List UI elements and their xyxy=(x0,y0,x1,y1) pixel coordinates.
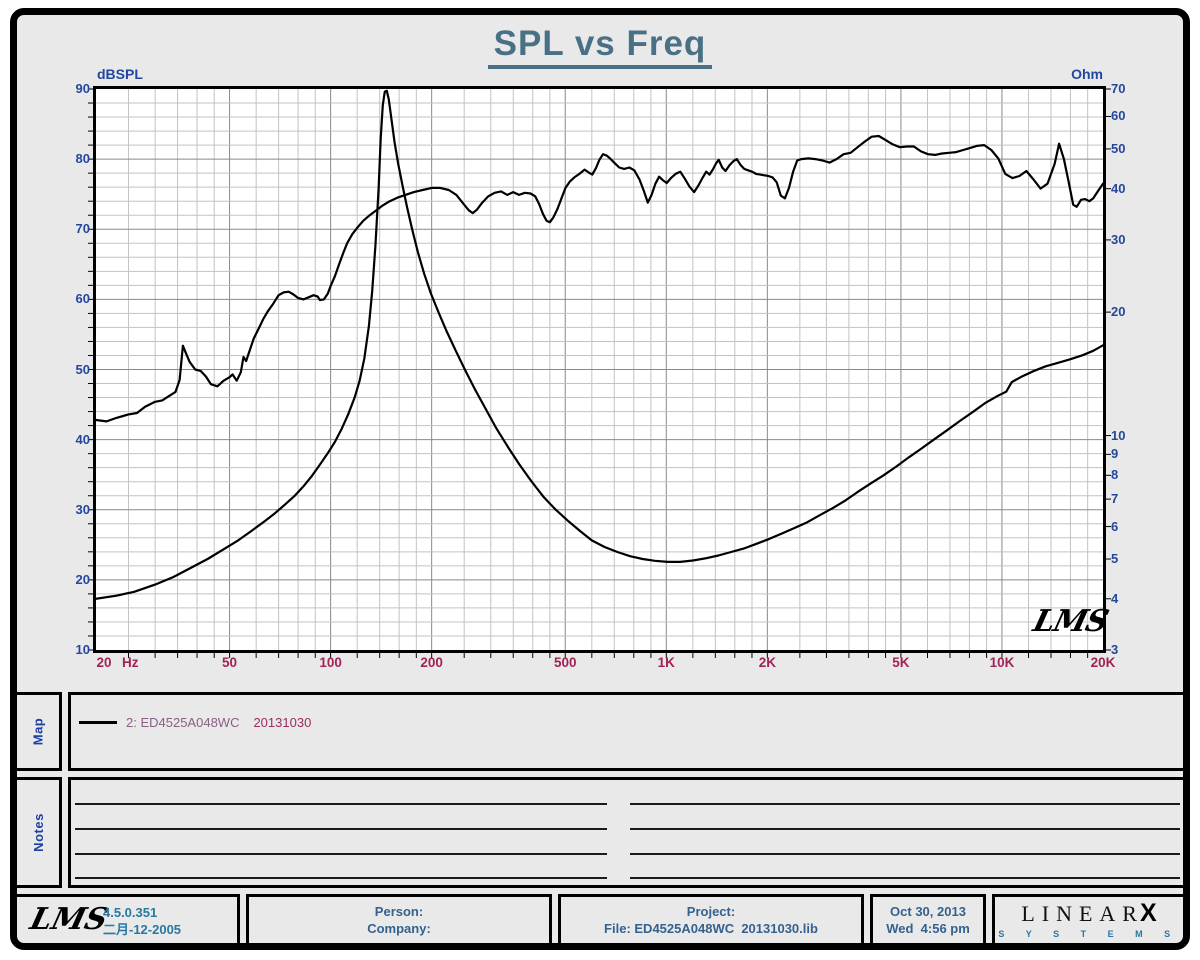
footer-date-box: Oct 30, 2013 Wed 4:56 pm xyxy=(870,894,986,946)
x-tick-20K: 20K xyxy=(1090,655,1116,670)
y-right-tick-8: 8 xyxy=(1111,467,1119,483)
y-left-tick-80: 80 xyxy=(75,151,90,167)
y-right-axis-label: Ohm xyxy=(1071,66,1103,82)
x-tick-100: 100 xyxy=(319,655,342,670)
footer-version-box: LMS 4.5.0.351 二月-12-2005 xyxy=(14,894,240,946)
version-date: 二月-12-2005 xyxy=(103,922,182,937)
report-time: Wed 4:56 pm xyxy=(886,921,970,936)
y-left-tick-70: 70 xyxy=(75,221,90,237)
footer-person-box: Person: Company: xyxy=(246,894,552,946)
map-label: Map xyxy=(30,717,46,746)
y-left-axis-label: dBSPL xyxy=(97,66,143,82)
notes-section xyxy=(68,777,1186,888)
person-label: Person: xyxy=(374,904,424,919)
legend-curve-date: 20131030 xyxy=(253,715,312,730)
x-axis-tick-marks xyxy=(128,653,1089,658)
legend-line-sample xyxy=(79,721,117,724)
y-right-tick-50: 50 xyxy=(1111,140,1126,156)
curve-spl xyxy=(96,134,1103,423)
notes-rule xyxy=(75,803,607,805)
footer-brand-box: LINEARX S Y S T E M S xyxy=(992,894,1186,946)
y-right-tick-6: 6 xyxy=(1111,518,1119,534)
x-axis-unit-label: Hz xyxy=(122,655,139,670)
lms-watermark: LMS xyxy=(1029,604,1112,639)
notes-rule xyxy=(630,803,1180,805)
map-section: 2: ED4525A048WC 20131030 xyxy=(68,692,1186,771)
y-right-tick-70: 70 xyxy=(1111,81,1126,96)
y-right-tick-3: 3 xyxy=(1111,642,1119,657)
version-block: 4.5.0.351 二月-12-2005 xyxy=(103,904,181,938)
page-title-row: SPL vs Freq xyxy=(0,24,1200,69)
y-left-tick-marks xyxy=(88,88,93,651)
file-name: File: ED4525A048WC 20131030.lib xyxy=(604,921,818,936)
y-right-tick-marks xyxy=(1106,88,1111,651)
notes-label: Notes xyxy=(30,813,46,852)
y-right-tick-9: 9 xyxy=(1111,446,1119,462)
x-tick-500: 500 xyxy=(553,655,577,670)
notes-rule xyxy=(630,877,1180,879)
y-right-tick-30: 30 xyxy=(1111,231,1126,247)
project-label: Project: xyxy=(686,904,736,919)
map-label-box: Map xyxy=(14,692,62,771)
y-left-tick-20: 20 xyxy=(75,571,90,587)
linearx-logo: LINEARX xyxy=(1021,899,1157,927)
y-right-tick-4: 4 xyxy=(1111,590,1119,606)
footer-project-box: Project: File: ED4525A048WC 20131030.lib xyxy=(558,894,864,946)
chart-plot xyxy=(96,89,1103,650)
x-tick-50: 50 xyxy=(222,655,238,670)
x-tick-1K: 1K xyxy=(657,655,675,670)
y-right-tick-10: 10 xyxy=(1111,427,1126,443)
y-right-tick-20: 20 xyxy=(1111,304,1126,320)
company-label: Company: xyxy=(367,921,431,936)
report-date: Oct 30, 2013 xyxy=(890,904,966,919)
x-tick-20: 20 xyxy=(96,655,112,670)
y-right-tick-60: 60 xyxy=(1111,108,1126,124)
legend-curve-id: 2: ED4525A048WC xyxy=(126,715,240,730)
y-right-tick-7: 7 xyxy=(1111,491,1119,507)
notes-rule xyxy=(75,877,607,879)
notes-rule xyxy=(75,853,607,855)
y-left-tick-40: 40 xyxy=(75,431,90,447)
x-tick-2K: 2K xyxy=(758,655,776,670)
x-tick-10K: 10K xyxy=(989,655,1015,670)
notes-rule xyxy=(75,828,607,830)
x-tick-200: 200 xyxy=(420,655,443,670)
notes-rule xyxy=(630,828,1180,830)
curve-impedance xyxy=(96,89,1103,600)
legend-row: 2: ED4525A048WC 20131030 xyxy=(79,715,311,730)
x-tick-5K: 5K xyxy=(892,655,910,670)
y-left-tick-90: 90 xyxy=(75,81,90,96)
notes-rule xyxy=(630,853,1180,855)
version-number: 4.5.0.351 xyxy=(103,905,158,920)
y-left-tick-10: 10 xyxy=(75,642,90,657)
page-title: SPL vs Freq xyxy=(487,24,713,69)
y-left-tick-50: 50 xyxy=(75,361,90,377)
y-right-tick-40: 40 xyxy=(1111,180,1126,196)
lms-logo: LMS xyxy=(26,902,112,937)
linearx-systems-text: S Y S T E M S xyxy=(998,929,1180,939)
y-left-tick-60: 60 xyxy=(75,291,90,307)
y-left-tick-30: 30 xyxy=(75,501,90,517)
notes-label-box: Notes xyxy=(14,777,62,888)
y-right-tick-5: 5 xyxy=(1111,551,1119,567)
